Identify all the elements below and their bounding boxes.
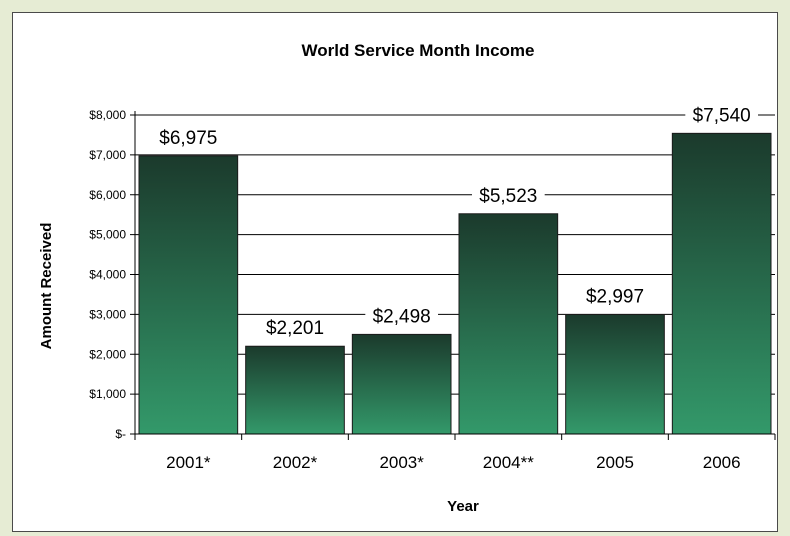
x-tick-label: 2001*	[166, 453, 211, 472]
data-label-bg	[258, 317, 332, 341]
data-label: $2,498	[373, 306, 431, 327]
chart-title: World Service Month Income	[301, 41, 534, 60]
y-tick-label: $6,000	[89, 188, 126, 202]
data-label: $7,540	[693, 105, 751, 126]
bar	[351, 333, 452, 435]
y-tick-label: $5,000	[89, 228, 126, 242]
bar	[565, 313, 665, 435]
y-tick-label: $1,000	[89, 387, 126, 401]
y-tick-label: $3,000	[89, 307, 126, 321]
y-axis-label: Amount Received	[38, 223, 55, 350]
data-label: $2,201	[266, 318, 324, 339]
bar-chart: World Service Month Income $- $1,000 $2,00…	[38, 41, 776, 515]
chart-frame: World Service Month Income $- $1,000 $2,00…	[12, 12, 778, 532]
data-label-bg	[151, 126, 225, 150]
data-label: $6,975	[159, 128, 217, 149]
x-tick-label: 2006	[703, 453, 741, 472]
bar	[245, 345, 345, 435]
x-axis-label: Year	[447, 498, 479, 515]
data-label-bg	[471, 184, 545, 208]
data-label: $2,997	[586, 286, 644, 307]
data-label-bg	[685, 104, 759, 128]
x-tick-label: 2005	[596, 453, 634, 472]
y-tick-label: $-	[115, 427, 126, 441]
bar	[138, 155, 239, 435]
x-tick-label: 2003*	[379, 453, 424, 472]
data-label-bg	[365, 305, 439, 329]
data-label-bg	[578, 285, 652, 309]
x-tick-label: 2002*	[273, 453, 318, 472]
y-tick-label: $4,000	[89, 268, 126, 282]
y-tick-label: $2,000	[89, 347, 126, 361]
x-tick-label: 2004**	[483, 453, 534, 472]
data-label: $5,523	[479, 186, 537, 207]
bar	[671, 132, 772, 435]
y-tick-label: $8,000	[89, 108, 126, 122]
bar	[458, 213, 559, 435]
y-tick-label: $7,000	[89, 148, 126, 162]
